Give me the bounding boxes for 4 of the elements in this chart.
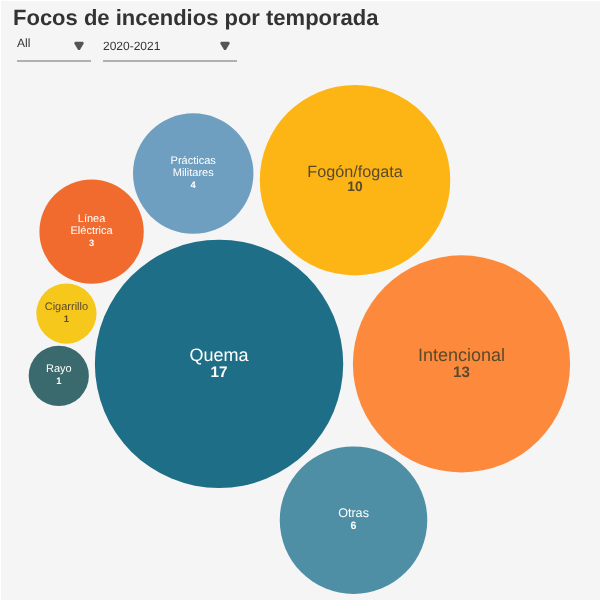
text: Focos de incendios por temporada (13, 7, 381, 31)
category-label: Intencional (417, 344, 506, 365)
category-label: Fogón/fogata (307, 163, 404, 182)
category-label: Quema (189, 344, 249, 365)
